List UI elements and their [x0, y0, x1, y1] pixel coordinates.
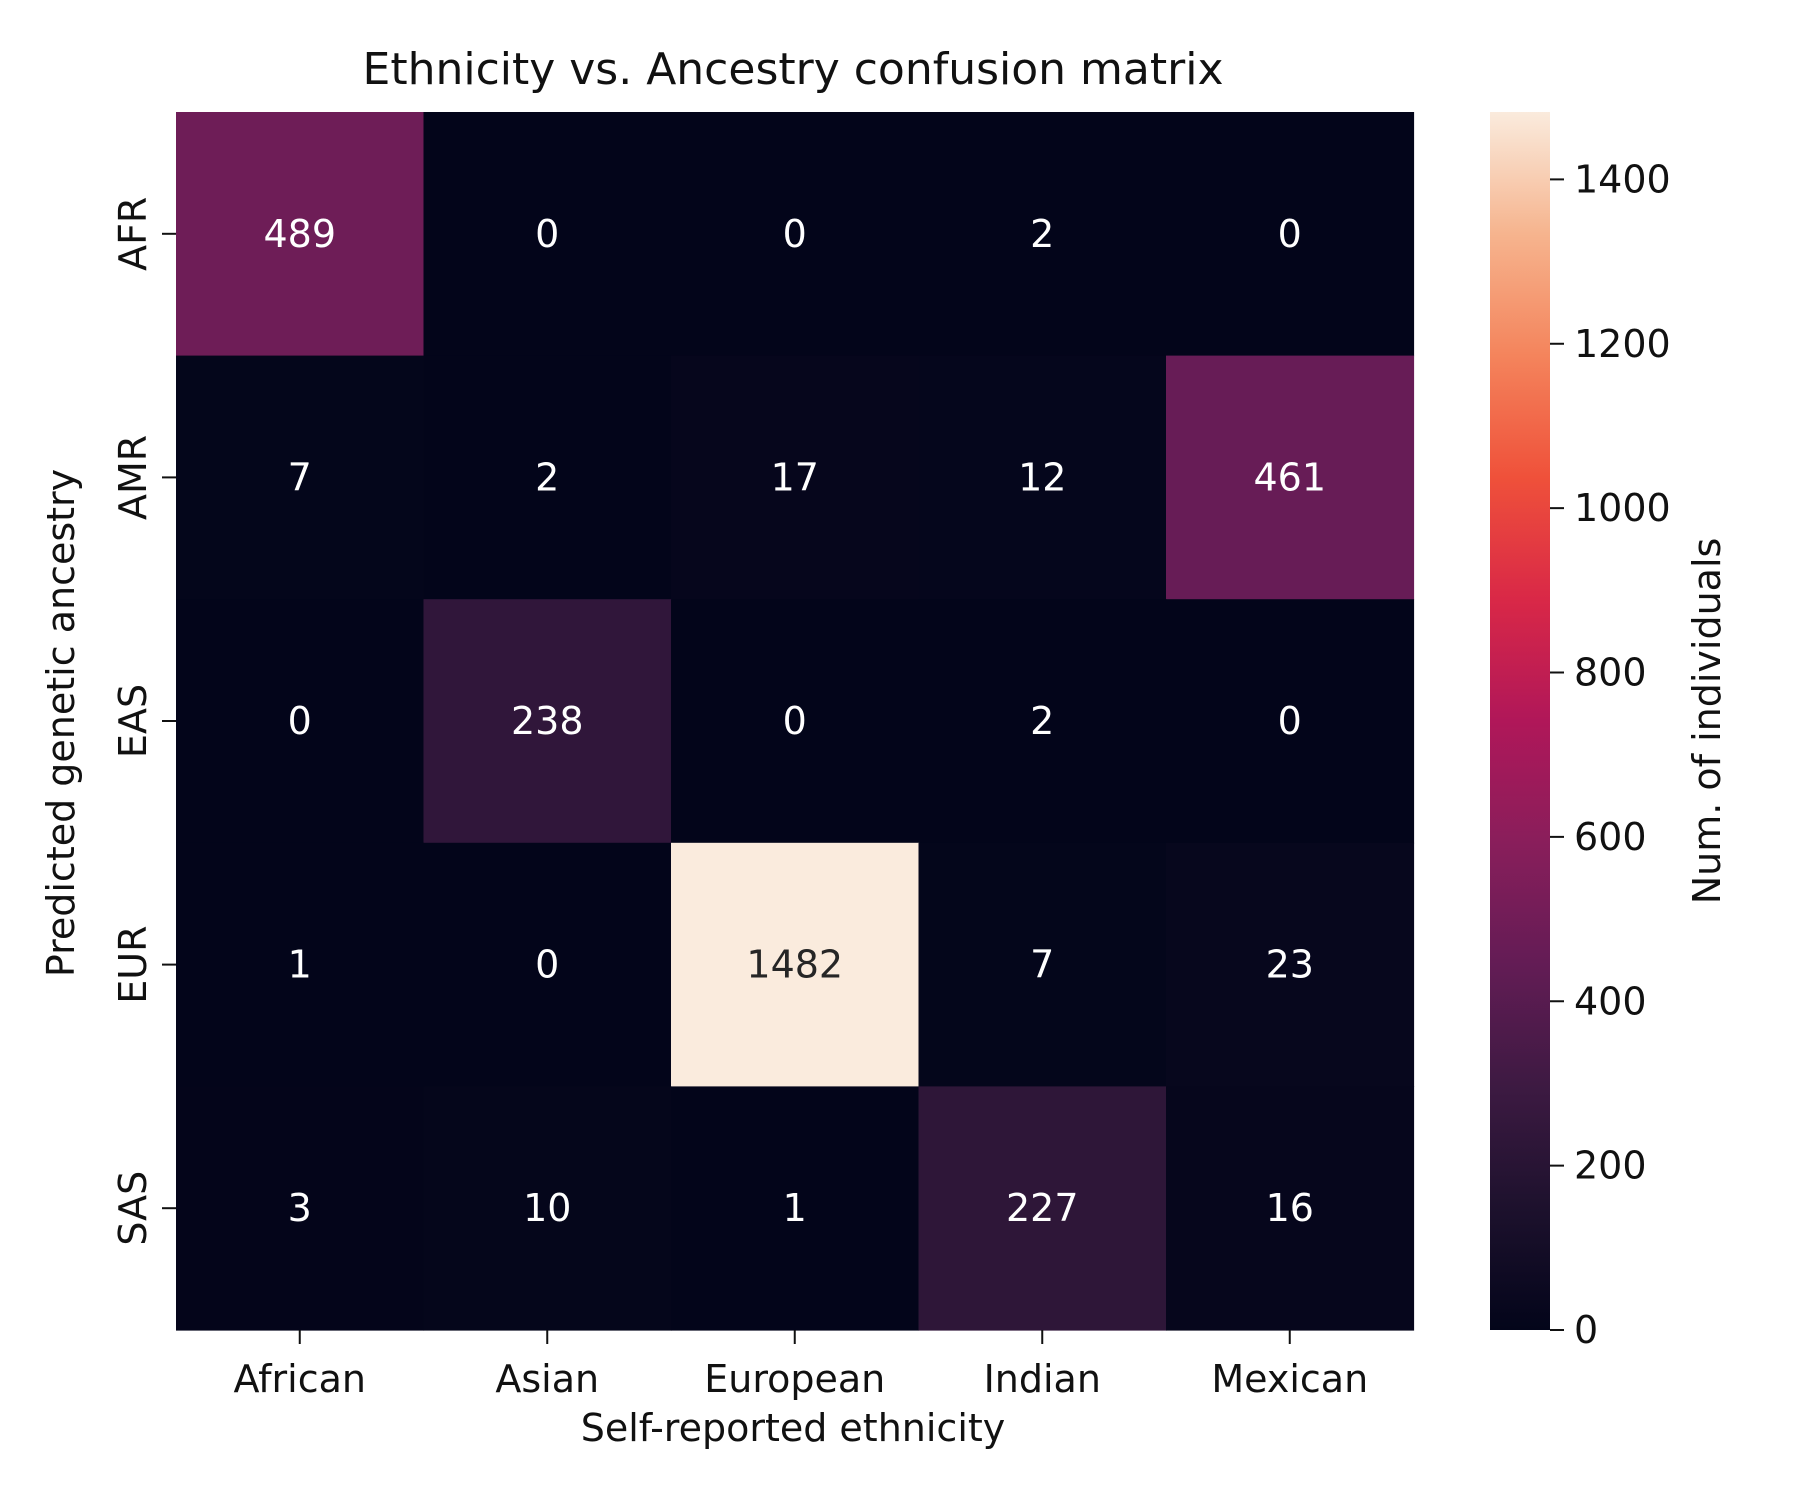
cell-value-label: 0 [783, 699, 807, 743]
colorbar-tick-label: 400 [1574, 979, 1647, 1023]
cell-value-label: 2 [1030, 212, 1054, 256]
heatmap-cell-EAS-Indian [918, 599, 1167, 844]
colorbar-tick-label: 0 [1574, 1308, 1598, 1352]
y-tick-label: EUR [111, 925, 155, 1003]
colorbar-tick-label: 600 [1574, 815, 1647, 859]
cell-value-label: 17 [771, 455, 819, 499]
heatmap-cells [176, 112, 1415, 1331]
heatmap-cell-AFR-African [176, 112, 425, 357]
heatmap-cell-SAS-Mexican [1166, 1086, 1415, 1331]
heatmap-cell-EAS-European [671, 599, 920, 844]
heatmap-cell-EUR-Asian [423, 842, 672, 1087]
x-tick-label: Mexican [1211, 1357, 1368, 1401]
heatmap-cell-EUR-Indian [918, 842, 1167, 1087]
heatmap-cell-AMR-African [176, 355, 425, 600]
cell-value-label: 1482 [746, 943, 843, 987]
cell-value-label: 16 [1266, 1186, 1314, 1230]
x-tick-label: Indian [984, 1357, 1101, 1401]
heatmap-cell-EUR-African [176, 842, 425, 1087]
colorbar-ticks: 0 200 400 600 800 1000 1200 1400 [1550, 157, 1671, 1352]
colorbar-tick-label: 1400 [1574, 157, 1671, 201]
cell-value-label: 1 [288, 943, 312, 987]
x-axis: African Asian European Indian Mexican [234, 1330, 1368, 1401]
heatmap-cell-AFR-European [671, 112, 920, 357]
heatmap-cell-EAS-African [176, 599, 425, 844]
heatmap-cell-SAS-African [176, 1086, 425, 1331]
y-tick-label: EAS [111, 684, 155, 758]
heatmap-cell-AMR-European [671, 355, 920, 600]
heatmap-cell-EAS-Asian [423, 599, 672, 844]
colorbar [1490, 112, 1550, 1330]
heatmap-cell-AMR-Mexican [1166, 355, 1415, 600]
cell-value-label: 23 [1266, 943, 1314, 987]
colorbar-tick-label: 200 [1574, 1144, 1647, 1188]
heatmap-cell-AFR-Mexican [1166, 112, 1415, 357]
cell-value-label: 461 [1253, 455, 1326, 499]
heatmap-cell-SAS-Asian [423, 1086, 672, 1331]
colorbar-tick-label: 800 [1574, 651, 1647, 695]
heatmap-cell-AFR-Indian [918, 112, 1167, 357]
cell-value-label: 0 [535, 212, 559, 256]
cell-value-label: 227 [1006, 1186, 1079, 1230]
colorbar-tick-label: 1000 [1574, 486, 1671, 530]
cell-value-label: 12 [1018, 455, 1066, 499]
y-axis-label: Predicted genetic ancestry [39, 469, 83, 977]
cell-value-label: 238 [511, 699, 584, 743]
x-tick-label: Asian [495, 1357, 599, 1401]
cell-value-label: 1 [783, 1186, 807, 1230]
cell-value-label: 2 [535, 455, 559, 499]
y-tick-label: AFR [111, 197, 155, 271]
heatmap-cell-AFR-Asian [423, 112, 672, 357]
cell-value-label: 0 [288, 699, 312, 743]
heatmap-cell-SAS-European [671, 1086, 920, 1331]
colorbar-tick-label: 1200 [1574, 322, 1671, 366]
heatmap-cell-SAS-Indian [918, 1086, 1167, 1331]
x-axis-label: Self-reported ethnicity [581, 1406, 1006, 1450]
cell-value-label: 2 [1030, 699, 1054, 743]
x-tick-label: African [234, 1357, 366, 1401]
cell-value-label: 0 [1278, 212, 1302, 256]
cell-value-label: 489 [263, 212, 336, 256]
heatmap-cell-EUR-European [671, 842, 920, 1087]
cell-value-label: 7 [1030, 943, 1054, 987]
cell-value-label: 3 [288, 1186, 312, 1230]
heatmap-cell-EUR-Mexican [1166, 842, 1415, 1087]
cell-value-label: 0 [1278, 699, 1302, 743]
cell-value-label: 7 [288, 455, 312, 499]
y-tick-label: SAS [111, 1171, 155, 1246]
cell-value-label: 0 [535, 943, 559, 987]
heatmap-cell-EAS-Mexican [1166, 599, 1415, 844]
colorbar-label: Num. of individuals [1685, 538, 1729, 905]
cell-value-label: 10 [523, 1186, 571, 1230]
heatmap-cell-AMR-Indian [918, 355, 1167, 600]
heatmap-cell-AMR-Asian [423, 355, 672, 600]
chart-title: Ethnicity vs. Ancestry confusion matrix [363, 44, 1224, 95]
y-axis: AFR AMR EAS EUR SAS [111, 197, 176, 1246]
cell-value-label: 0 [783, 212, 807, 256]
x-tick-label: European [704, 1357, 885, 1401]
y-tick-label: AMR [111, 435, 155, 520]
